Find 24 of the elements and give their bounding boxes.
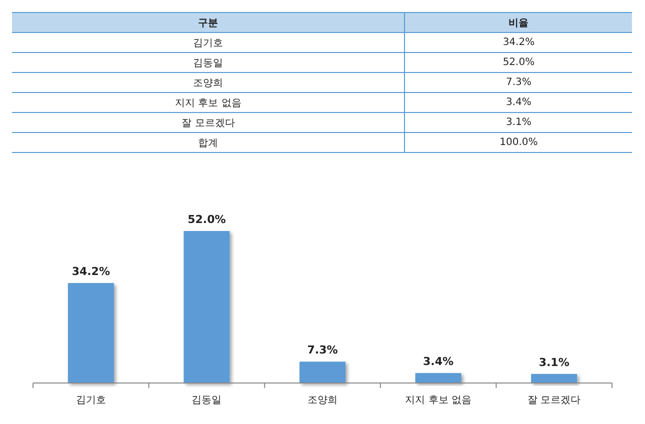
x-tick-label: 조양희 bbox=[308, 395, 338, 406]
text: 100.0% bbox=[404, 132, 632, 152]
text: 구분 bbox=[12, 12, 405, 32]
text: 3.1% bbox=[506, 117, 532, 128]
data-label: 52.0% bbox=[188, 213, 226, 226]
text: 합계 bbox=[12, 132, 405, 152]
category-label: 잘 모르겠다 bbox=[182, 118, 235, 128]
category-label: 김기호 bbox=[193, 38, 224, 48]
category-label: 조양희 bbox=[193, 78, 224, 88]
text: 3.4% bbox=[506, 97, 532, 108]
text: 34.2% bbox=[502, 37, 535, 48]
category-label: 지지 후보 없음 bbox=[175, 98, 242, 108]
x-tick-label: 김기호 bbox=[76, 395, 106, 406]
data-label: 3.4% bbox=[423, 355, 454, 368]
text: 7.3% bbox=[506, 77, 532, 88]
x-tick-label: 김동일 bbox=[192, 395, 222, 406]
x-tick-label: 잘 모르겠다 bbox=[528, 395, 581, 406]
data-label: 7.3% bbox=[307, 344, 338, 357]
category-label: 김동일 bbox=[193, 58, 224, 68]
text: 52.0% bbox=[502, 57, 535, 68]
text: 비율 bbox=[404, 12, 632, 32]
data-label: 3.1% bbox=[538, 356, 570, 369]
x-tick-label: 지지 후보 없음 bbox=[405, 395, 472, 406]
data-label: 34.2% bbox=[72, 265, 110, 278]
